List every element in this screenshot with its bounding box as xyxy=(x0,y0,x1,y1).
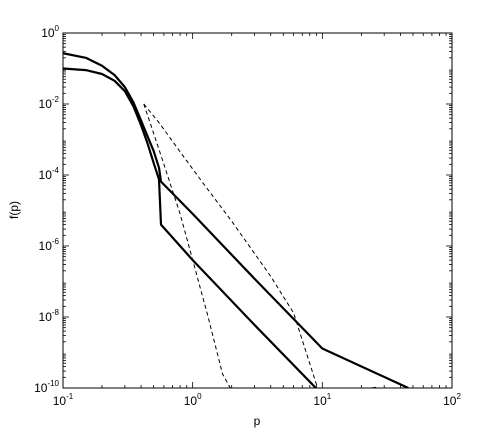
y-tick-label: 10-8 xyxy=(39,308,60,324)
x-tick-label: 101 xyxy=(313,392,331,408)
series-line-1 xyxy=(63,52,409,388)
x-axis-label: p xyxy=(254,414,261,428)
series-line-2 xyxy=(63,67,377,388)
y-tick-label: 10-6 xyxy=(39,237,60,253)
y-axis-label: f(p) xyxy=(7,201,21,219)
x-tick-label: 10-1 xyxy=(53,392,74,408)
x-tick-label: 102 xyxy=(443,392,461,408)
series-line-4 xyxy=(143,103,231,388)
y-tick-label: 10-2 xyxy=(39,95,60,111)
y-tick-label: 10-10 xyxy=(34,379,59,395)
x-tick-label: 100 xyxy=(184,392,202,408)
y-tick-label: 100 xyxy=(41,24,59,40)
y-axis-ticks: 10-10 10-8 10-6 10-4 10-2 100 xyxy=(34,24,452,395)
series-line-3 xyxy=(143,103,319,388)
y-tick-label: 10-4 xyxy=(39,166,60,182)
x-axis-ticks: 10-1 100 101 102 xyxy=(53,33,461,408)
series-layer xyxy=(63,52,409,388)
